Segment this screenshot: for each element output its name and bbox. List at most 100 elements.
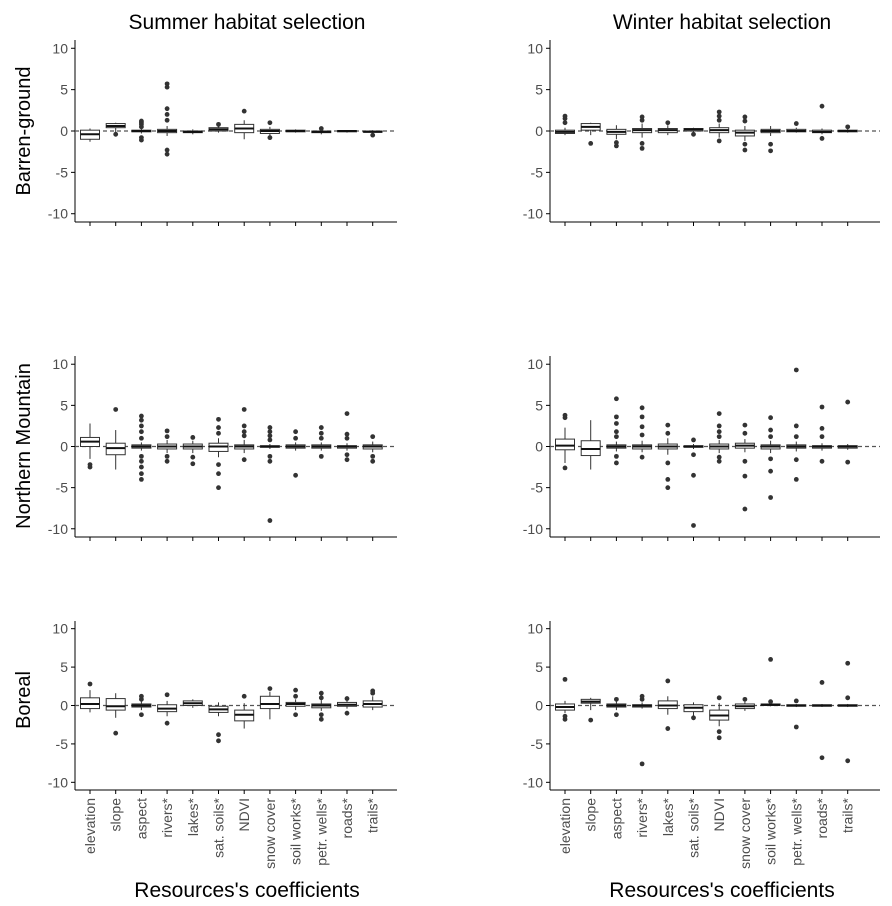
box-snow-cover xyxy=(259,425,280,523)
y-tick-label: -5 xyxy=(56,736,69,752)
y-tick-label: -10 xyxy=(523,206,543,222)
outlier-point xyxy=(370,688,376,694)
box-rivers xyxy=(157,692,178,726)
outlier-point xyxy=(139,471,144,477)
outlier-point xyxy=(639,114,645,120)
outlier-point xyxy=(344,452,350,458)
outlier-point xyxy=(819,103,825,109)
box-soil-works xyxy=(285,129,306,133)
box-ndvi xyxy=(234,407,255,463)
outlier-point xyxy=(639,145,645,151)
outlier-point xyxy=(318,453,324,459)
outlier-point xyxy=(318,716,324,722)
panel-boreal-summer-habitat-selection: 10 5 0 -5 -10 elevation slope aspect rivers* lake… xyxy=(48,621,397,869)
box-slope xyxy=(580,122,601,146)
outlier-point xyxy=(716,138,722,144)
outlier-point xyxy=(819,680,825,685)
box-slope xyxy=(580,420,601,470)
box-snow-cover xyxy=(734,696,755,711)
outlier-point xyxy=(742,422,748,428)
outlier-point xyxy=(139,429,144,435)
outlier-point xyxy=(216,430,221,436)
box-ndvi xyxy=(234,108,255,140)
outlier-point xyxy=(716,113,722,119)
y-tick-label: -10 xyxy=(523,774,543,790)
y-tick-label: 10 xyxy=(52,356,68,372)
y-tick-label: -10 xyxy=(523,521,543,537)
x-category-label-slope: slope xyxy=(583,798,599,832)
outlier-point xyxy=(768,456,773,462)
outlier-point xyxy=(318,712,324,718)
outlier-point xyxy=(562,676,568,682)
row-label-barren-ground: Barren-ground xyxy=(13,67,35,196)
outlier-point xyxy=(139,413,144,419)
outlier-point xyxy=(267,453,273,459)
box-soil-works xyxy=(285,429,306,478)
x-category-label-lakes: lakes* xyxy=(185,797,201,836)
y-tick-label: 0 xyxy=(60,439,68,455)
box-rivers xyxy=(157,428,178,464)
box-trails xyxy=(837,399,858,465)
outlier-point xyxy=(241,457,247,463)
y-tick-label: 10 xyxy=(527,40,543,56)
outlier-point xyxy=(139,118,144,124)
outlier-point xyxy=(639,424,645,430)
outlier-point xyxy=(793,724,799,730)
x-category-label-slope: slope xyxy=(108,798,124,832)
outlier-point xyxy=(716,423,722,429)
outlier-point xyxy=(742,458,748,464)
box-trails xyxy=(362,130,383,138)
box-ndvi xyxy=(709,109,730,144)
outlier-point xyxy=(691,452,696,458)
outlier-point xyxy=(691,472,696,478)
box-snow-cover xyxy=(734,114,755,153)
outlier-point xyxy=(267,120,273,126)
outlier-point xyxy=(716,411,722,416)
outlier-point xyxy=(845,758,851,764)
y-tick-label: 5 xyxy=(60,82,68,98)
box-roads xyxy=(337,696,357,716)
x-axis-title-summer: Resources's coefficients xyxy=(134,879,359,902)
outlier-point xyxy=(716,729,722,735)
box-petr-wells xyxy=(311,126,332,135)
outlier-point xyxy=(267,686,273,691)
y-tick-label: 0 xyxy=(535,123,543,139)
x-category-label-rivers: rivers* xyxy=(159,797,175,837)
outlier-point xyxy=(793,367,799,373)
panel-northern-mountain-winter-habitat-selection: 10 5 0 -5 -10 xyxy=(523,356,880,541)
y-tick-label: 0 xyxy=(60,698,68,714)
iqr-box xyxy=(555,438,575,451)
box-roads xyxy=(812,404,832,464)
iqr-box xyxy=(259,695,280,710)
outlier-point xyxy=(139,712,144,718)
outlier-point xyxy=(267,425,273,430)
outlier-point xyxy=(139,435,144,441)
x-category-label-ndvi: NDVI xyxy=(236,798,252,831)
outlier-point xyxy=(164,106,170,112)
box-roads xyxy=(812,680,832,761)
outlier-point xyxy=(164,428,170,434)
outlier-point xyxy=(164,151,170,157)
outlier-point xyxy=(164,117,170,123)
summer-column-title: Summer habitat selection xyxy=(129,11,366,34)
outlier-point xyxy=(768,434,773,440)
outlier-point xyxy=(768,699,773,705)
outlier-point xyxy=(216,732,221,738)
panel-barren-ground-winter-habitat-selection: 10 5 0 -5 -10 xyxy=(523,40,880,226)
box-sat-soils xyxy=(208,121,229,133)
outlier-point xyxy=(819,755,825,761)
outlier-point xyxy=(190,454,196,460)
box-ndvi xyxy=(709,411,730,464)
outlier-point xyxy=(768,495,773,500)
outlier-point xyxy=(139,453,144,459)
box-aspect xyxy=(606,125,627,149)
outlier-point xyxy=(216,485,221,491)
box-elevation xyxy=(555,412,575,471)
outlier-point xyxy=(562,113,568,119)
outlier-point xyxy=(164,458,170,464)
outlier-point xyxy=(241,433,247,439)
y-tick-label: -5 xyxy=(531,164,544,180)
x-category-label-lakes: lakes* xyxy=(660,797,676,836)
outlier-point xyxy=(139,693,144,699)
outlier-point xyxy=(742,696,748,702)
